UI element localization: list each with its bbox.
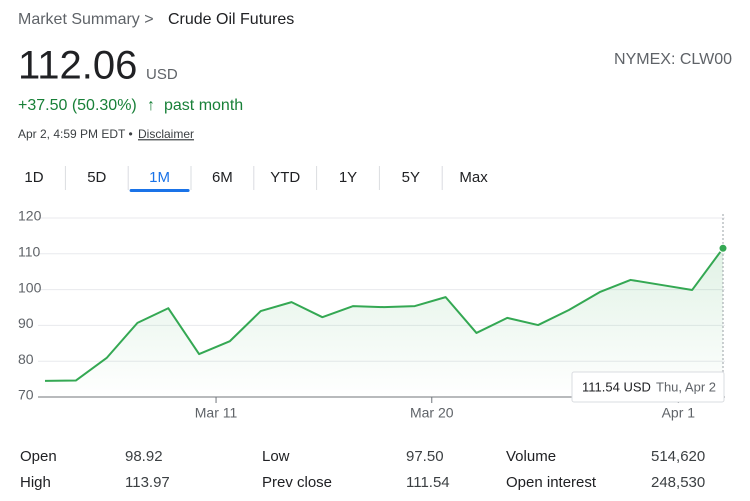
disclaimer-link[interactable]: Disclaimer [138, 127, 194, 141]
currency: USD [146, 66, 178, 83]
y-tick-label: 90 [18, 315, 34, 331]
change-period: past month [164, 97, 243, 114]
timestamp: Apr 2, 4:59 PM EDT • [18, 127, 133, 141]
stat-value: 111.54 [406, 474, 450, 491]
range-tab[interactable]: Max [459, 169, 488, 186]
chart: 70 80 90 100 110 120 Mar 11 Mar 20 Apr 1 111.54 U… [18, 208, 728, 421]
stat-label: Open [20, 448, 57, 465]
range-tab[interactable]: 1Y [339, 169, 357, 186]
y-tick-label: 70 [18, 387, 34, 403]
tooltip-box [571, 371, 725, 403]
range-tabs: 1D 5D 1M 6M YTD 1Y 5Y Max [24, 166, 488, 192]
range-tab[interactable]: 5Y [402, 169, 420, 186]
stat-label: Open interest [506, 474, 597, 491]
y-tick-label: 80 [18, 351, 34, 367]
price-line [44, 247, 724, 382]
y-tick-label: 100 [18, 279, 42, 295]
change-arrow: ↑ [147, 97, 155, 114]
stat-value: 248,530 [651, 474, 705, 491]
range-tab[interactable]: 1D [24, 169, 43, 186]
stat-value: 113.97 [125, 474, 170, 491]
stat-label: High [20, 474, 51, 491]
stat-label: Volume [506, 448, 556, 465]
tooltip-price: 111.54 USD [582, 379, 651, 394]
range-tab[interactable]: YTD [270, 169, 300, 186]
x-tick-label: Apr 1 [662, 405, 696, 421]
tooltip-date: Thu, Apr 2 [656, 379, 716, 394]
stats-table: Open 98.92 Low 97.50 Volume 514,620 High 113.97… [20, 448, 705, 491]
tab-underline [129, 189, 190, 192]
y-tick-label: 120 [18, 208, 42, 224]
stat-label: Low [262, 448, 290, 465]
area-fill [45, 248, 723, 397]
hover-point [718, 243, 728, 253]
breadcrumb[interactable]: Market Summary > [18, 11, 154, 28]
price: 112.06 [18, 44, 137, 88]
range-tab[interactable]: 6M [212, 169, 233, 186]
stat-value: 97.50 [406, 448, 444, 465]
x-tick-label: Mar 20 [410, 405, 454, 421]
instrument-name: Crude Oil Futures [168, 11, 294, 28]
change: +37.50 (50.30%) [18, 97, 137, 114]
stat-value: 514,620 [651, 448, 705, 465]
stat-value: 98.92 [125, 448, 163, 465]
x-tick-label: Mar 11 [195, 405, 238, 421]
range-tab[interactable]: 5D [87, 169, 106, 186]
y-tick-label: 110 [18, 244, 41, 260]
range-tab[interactable]: 1M [149, 169, 170, 186]
stat-label: Prev close [262, 474, 332, 491]
symbol: NYMEX: CLW00 [614, 51, 732, 68]
